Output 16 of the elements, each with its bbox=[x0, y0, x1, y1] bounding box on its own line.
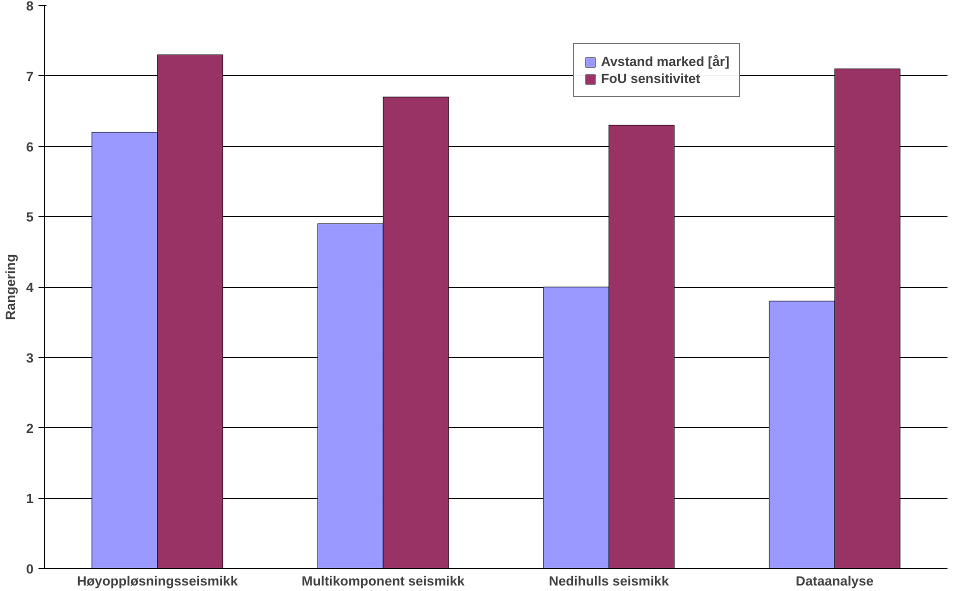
y-tick-label: 0 bbox=[26, 562, 34, 576]
legend-label: Avstand marked [år] bbox=[601, 54, 730, 69]
y-tick-label: 7 bbox=[26, 68, 34, 84]
y-tick-label: 2 bbox=[26, 420, 34, 436]
x-tick-label: Multikomponent seismikk bbox=[302, 574, 466, 588]
x-tick-label: Dataanalyse bbox=[796, 574, 874, 588]
y-tick-label: 4 bbox=[26, 280, 34, 295]
y-tick-label: 3 bbox=[26, 350, 34, 366]
x-tick-label: Høyoppløsningsseismikk bbox=[77, 574, 238, 588]
y-axis-title: Rangering bbox=[3, 254, 18, 320]
y-tick-label: 8 bbox=[26, 0, 34, 14]
y-tick-label: 1 bbox=[26, 491, 34, 506]
y-tick-label: 6 bbox=[26, 139, 34, 154]
legend-label: FoU sensitivitet bbox=[601, 71, 700, 86]
y-tick-label: 5 bbox=[26, 210, 34, 225]
x-tick-label: Nedihulls seismikk bbox=[548, 574, 670, 588]
